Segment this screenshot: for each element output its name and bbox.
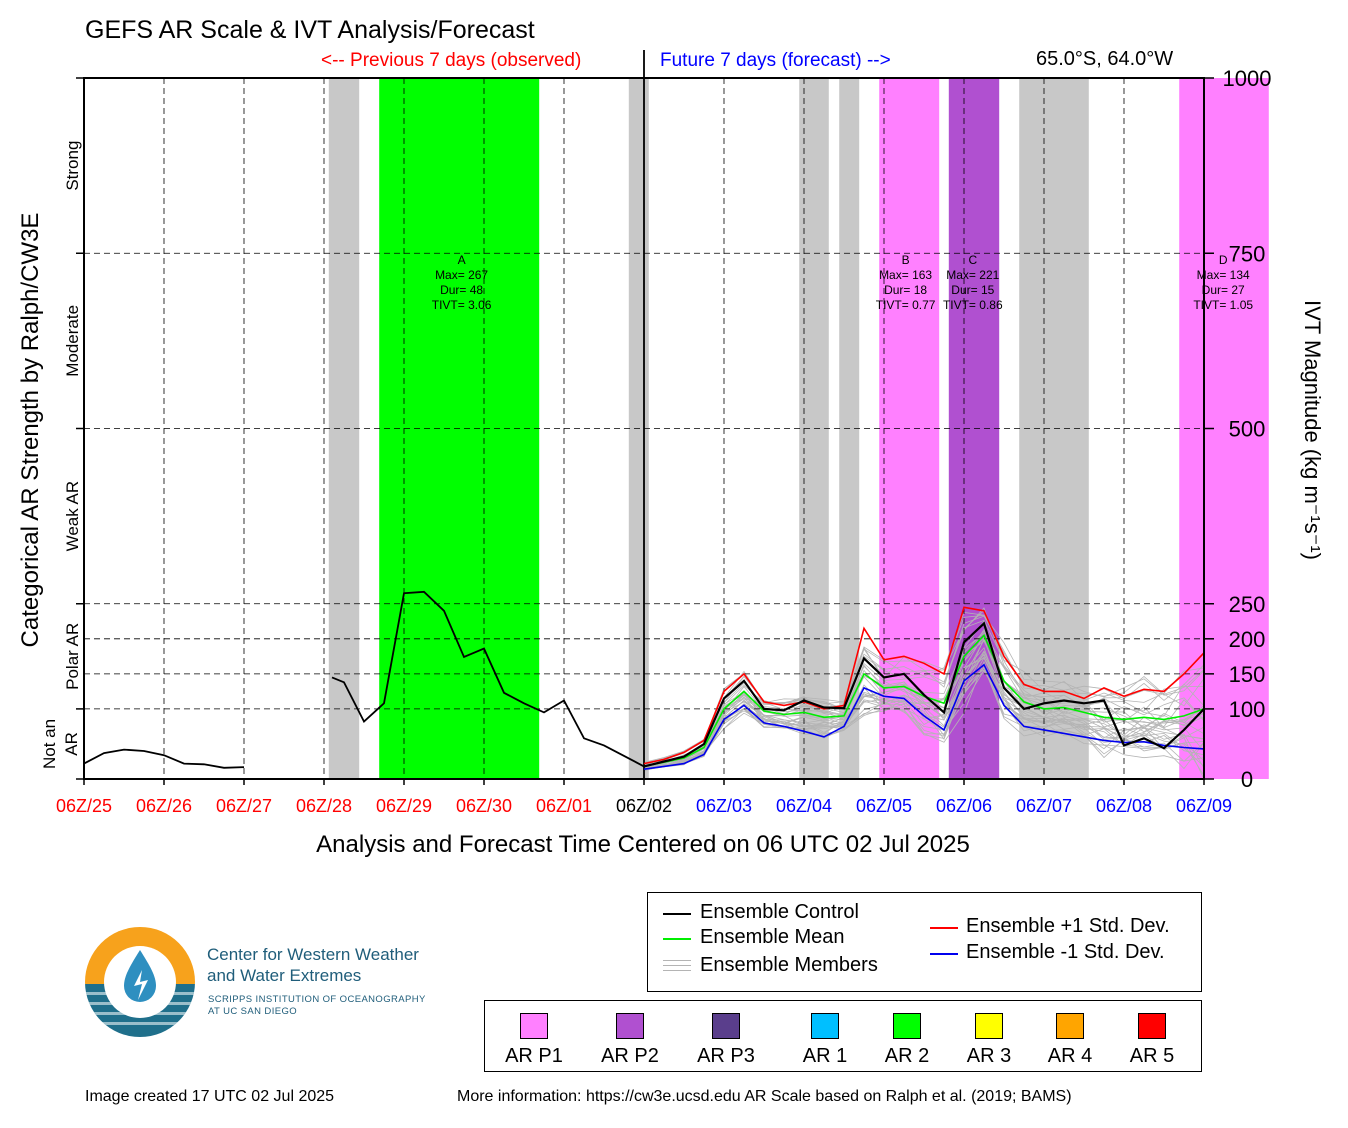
- ar-scale-item-1: AR 1: [790, 1013, 860, 1068]
- ar-event-C-label-3: TIVT= 0.86: [943, 298, 1003, 312]
- logo-title-line2: and Water Extremes: [207, 966, 362, 985]
- category-label-1: Moderate: [63, 305, 82, 377]
- ar-event-A-label-1: Max= 267: [435, 268, 488, 282]
- x-tick-label-06Z-28: 06Z/28: [296, 796, 352, 816]
- logo-subtitle-line1: SCRIPPS INSTITUTION OF OCEANOGRAPHY: [208, 994, 426, 1005]
- location-label: 65.0°S, 64.0°W: [1036, 48, 1174, 70]
- legend-minus-std-swatch: [930, 953, 958, 955]
- ar-scale-item-2: AR 2: [872, 1013, 942, 1068]
- cw3e-logo-icon: [85, 927, 195, 1037]
- chart-title: GEFS AR Scale & IVT Analysis/Forecast: [85, 16, 535, 44]
- x-tick-label-06Z-05: 06Z/05: [856, 796, 912, 816]
- image-created-note: Image created 17 UTC 02 Jul 2025: [85, 1088, 335, 1105]
- ensemble-member-28: [643, 667, 1204, 771]
- previous-period-label: <-- Previous 7 days (observed): [321, 50, 582, 71]
- ar-event-B-label-0: B: [902, 253, 910, 267]
- legend-plus-std-swatch: [930, 927, 958, 929]
- legend-control-swatch: [663, 913, 691, 915]
- ensemble-member-26: [643, 656, 1204, 768]
- ensemble-member-3: [643, 660, 1204, 771]
- ensemble-member-5: [643, 615, 1204, 764]
- x-tick-label-06Z-25: 06Z/25: [56, 796, 112, 816]
- ar-scale-item-5: AR 5: [1117, 1013, 1187, 1068]
- x-tick-label-06Z-01: 06Z/01: [536, 796, 592, 816]
- category-label-2: Weak AR: [63, 481, 82, 552]
- ar-event-A-label-3: TIVT= 3.06: [432, 298, 492, 312]
- ar-scale-legend: AR P1 AR P2 AR P3 AR 1 AR 2 AR 3 AR 4 AR…: [484, 1000, 1202, 1072]
- legend-mean-label: Ensemble Mean: [700, 926, 845, 948]
- observed-ivt: [83, 590, 645, 769]
- legend-minus-std-label: Ensemble -1 Std. Dev.: [966, 941, 1165, 963]
- series-line-control: [643, 621, 1204, 768]
- ar-scale-item-4: AR 4: [1035, 1013, 1105, 1068]
- x-tick-label-06Z-02: 06Z/02: [616, 796, 672, 816]
- y-tick-label-0: 0: [1241, 767, 1253, 792]
- ensemble-member-13: [643, 657, 1204, 770]
- legend-mean-swatch: [663, 938, 691, 940]
- ar-event-D-label-3: TIVT= 1.05: [1193, 298, 1253, 312]
- ar-event-A-label-2: Dur= 48: [440, 283, 483, 297]
- series-line-plus-std: [643, 606, 1204, 765]
- y-tick-label-500: 500: [1229, 417, 1266, 442]
- observed-segment-0: [83, 748, 245, 769]
- legend-control-label: Ensemble Control: [700, 901, 859, 923]
- category-label-0: Strong: [63, 141, 82, 191]
- ar-event-B-label-3: TIVT= 0.77: [876, 298, 936, 312]
- x-tick-label-06Z-29: 06Z/29: [376, 796, 432, 816]
- ar-scale-item-p2: AR P2: [595, 1013, 665, 1068]
- ar-event-C-label-0: C: [968, 253, 977, 267]
- y-tick-label-250: 250: [1229, 592, 1266, 617]
- x-tick-label-06Z-08: 06Z/08: [1096, 796, 1152, 816]
- ar-scale-item-3: AR 3: [954, 1013, 1024, 1068]
- series-legend: Ensemble Control Ensemble Mean Ensemble …: [647, 892, 1202, 992]
- ar-event-D-label-1: Max= 134: [1197, 268, 1250, 282]
- x-tick-label-06Z-09: 06Z/09: [1176, 796, 1232, 816]
- x-tick-label-06Z-06: 06Z/06: [936, 796, 992, 816]
- series-line-minus-std: [643, 663, 1204, 770]
- logo-title-line1: Center for Western Weather: [207, 945, 419, 964]
- ar-scale-item-p3: AR P3: [691, 1013, 761, 1068]
- y-tick-label-100: 100: [1229, 697, 1266, 722]
- observed-segment-1: [331, 590, 645, 768]
- y-tick-label-150: 150: [1229, 662, 1266, 687]
- ar-event-B-label-2: Dur= 18: [884, 283, 927, 297]
- x-tick-label-06Z-30: 06Z/30: [456, 796, 512, 816]
- x-tick-label-06Z-03: 06Z/03: [696, 796, 752, 816]
- ensemble-member-18: [643, 630, 1204, 768]
- y-tick-label-1000: 1000: [1223, 66, 1272, 91]
- future-period-label: Future 7 days (forecast) -->: [660, 50, 891, 71]
- legend-members-swatch: [663, 960, 691, 961]
- category-label-4-a: Not an: [40, 719, 59, 769]
- y-tick-label-200: 200: [1229, 627, 1266, 652]
- ar-event-D-label-2: Dur= 27: [1202, 283, 1245, 297]
- legend-plus-std-label: Ensemble +1 Std. Dev.: [966, 915, 1170, 937]
- y-tick-label-750: 750: [1229, 241, 1266, 266]
- ar-event-B-label-1: Max= 163: [879, 268, 932, 282]
- ar-event-D-label-0: D: [1219, 253, 1228, 267]
- left-axis-label: Categorical AR Strength by Ralph/CW3E: [17, 213, 44, 648]
- ar-scale-item-p1: AR P1: [499, 1013, 569, 1068]
- logo-subtitle-line2: AT UC SAN DIEGO: [208, 1006, 298, 1017]
- category-label-4-b: AR: [62, 732, 81, 756]
- x-tick-label-06Z-04: 06Z/04: [776, 796, 832, 816]
- ensemble-member-11: [643, 619, 1204, 766]
- ar-event-A-label-0: A: [458, 253, 466, 267]
- legend-members-label: Ensemble Members: [700, 954, 878, 976]
- ensemble-member-8: [643, 666, 1204, 771]
- x-tick-label-06Z-26: 06Z/26: [136, 796, 192, 816]
- series-line-mean: [643, 633, 1204, 768]
- ar-event-C-label-1: Max= 221: [946, 268, 999, 282]
- category-label-3: Polar AR: [63, 623, 82, 690]
- ar-event-C-label-2: Dur= 15: [951, 283, 994, 297]
- right-axis-label: IVT Magnitude (kg m⁻¹s⁻¹): [1300, 300, 1325, 560]
- x-axis-label: Analysis and Forecast Time Centered on 0…: [316, 831, 970, 858]
- x-tick-label-06Z-07: 06Z/07: [1016, 796, 1072, 816]
- more-info-note: More information: https://cw3e.ucsd.edu …: [457, 1088, 1072, 1105]
- x-tick-label-06Z-27: 06Z/27: [216, 796, 272, 816]
- forecast-series: [643, 606, 1204, 770]
